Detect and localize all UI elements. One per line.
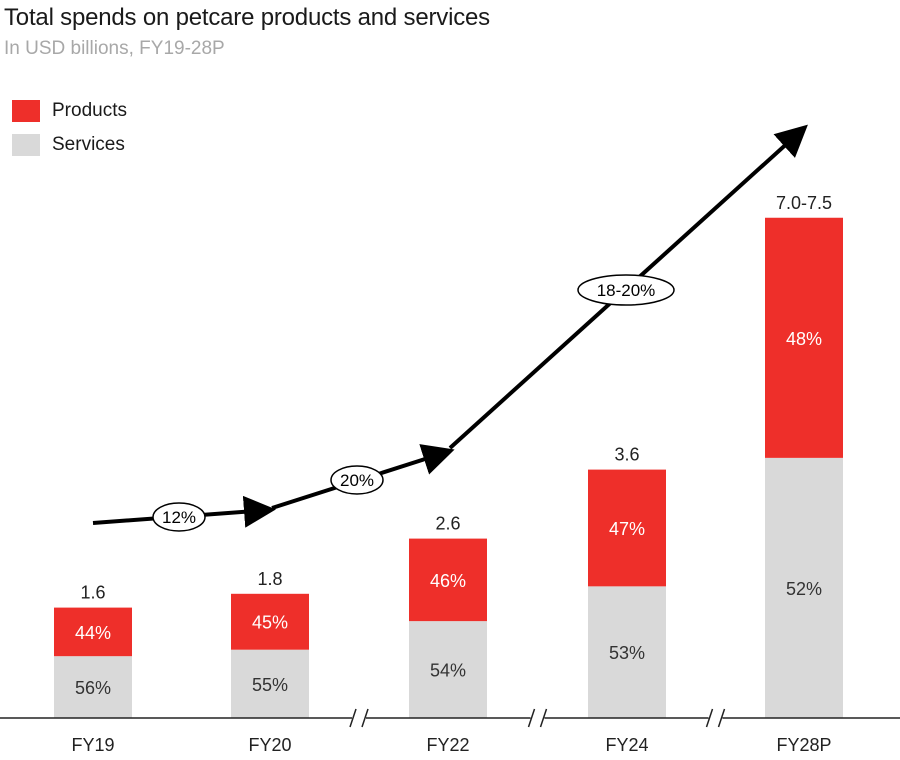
growth-rate-oval [577,274,675,306]
growth-trend-line: 12% 20% 18-20% [92,124,808,532]
chart-title: Total spends on petcare products and ser… [4,4,490,31]
growth-rate-label: 12% [162,508,196,527]
axis-break-mark [361,708,369,728]
bar-products-fy22 [409,538,487,622]
bar-services-fy19 [54,656,132,718]
label-total-fy28p: 7.0-7.5 [776,193,832,213]
axis-break-gap [352,715,366,721]
label-products-share-fy28p: 48% [786,329,822,349]
axis-break-gap [530,715,545,721]
x-tick-label-fy22: FY22 [426,735,469,755]
bar-products-fy19 [54,607,132,657]
growth-rate-oval [152,502,206,532]
axis-break-gap [708,715,723,721]
x-tick-label-fy28p: FY28P [776,735,831,755]
growth-rate-oval [330,465,384,495]
x-axis: FY19 FY20 FY22 FY24 FY28P [0,708,900,755]
bars-group: 56% 44% 1.6 55% 45% 1.8 54% 46% 2.6 53% 47% 3.6 52% 4… [54,193,843,718]
label-products-share-fy19: 44% [75,623,111,643]
label-total-fy19: 1.6 [80,583,105,603]
growth-rate-label: 20% [340,471,374,490]
label-services-share-fy24: 53% [609,643,645,663]
legend-swatch-services [12,134,40,156]
bar-products-fy28p [765,217,843,458]
axis-break-mark [539,708,548,728]
label-total-fy20: 1.8 [257,569,282,589]
bar-products-fy20 [231,593,309,650]
label-services-share-fy20: 55% [252,675,288,695]
bar-services-fy24 [588,586,666,718]
axis-break-mark [349,708,357,728]
x-tick-label-fy24: FY24 [605,735,648,755]
growth-rate-label: 18-20% [597,281,656,300]
legend-label-products: Products [52,100,127,121]
legend-item-products: Products [12,100,127,122]
legend-item-services: Services [12,134,125,156]
legend-swatch-products [12,100,40,122]
axis-break-mark [717,708,726,728]
axis-break-mark [705,708,714,728]
bar-products-fy24 [588,469,666,587]
label-services-share-fy19: 56% [75,678,111,698]
label-total-fy24: 3.6 [614,445,639,465]
label-services-share-fy28p: 52% [786,579,822,599]
chart-subtitle: In USD billions, FY19-28P [4,38,225,59]
legend-label-services: Services [52,134,125,155]
x-tick-label-fy20: FY20 [248,735,291,755]
axis-break-mark [527,708,536,728]
bar-services-fy28p [765,457,843,718]
label-total-fy22: 2.6 [435,514,460,534]
x-tick-label-fy19: FY19 [71,735,114,755]
label-products-share-fy24: 47% [609,519,645,539]
label-products-share-fy20: 45% [252,613,288,633]
bar-services-fy22 [409,621,487,718]
label-products-share-fy22: 46% [430,571,466,591]
label-services-share-fy22: 54% [430,661,466,681]
bar-services-fy20 [231,649,309,718]
